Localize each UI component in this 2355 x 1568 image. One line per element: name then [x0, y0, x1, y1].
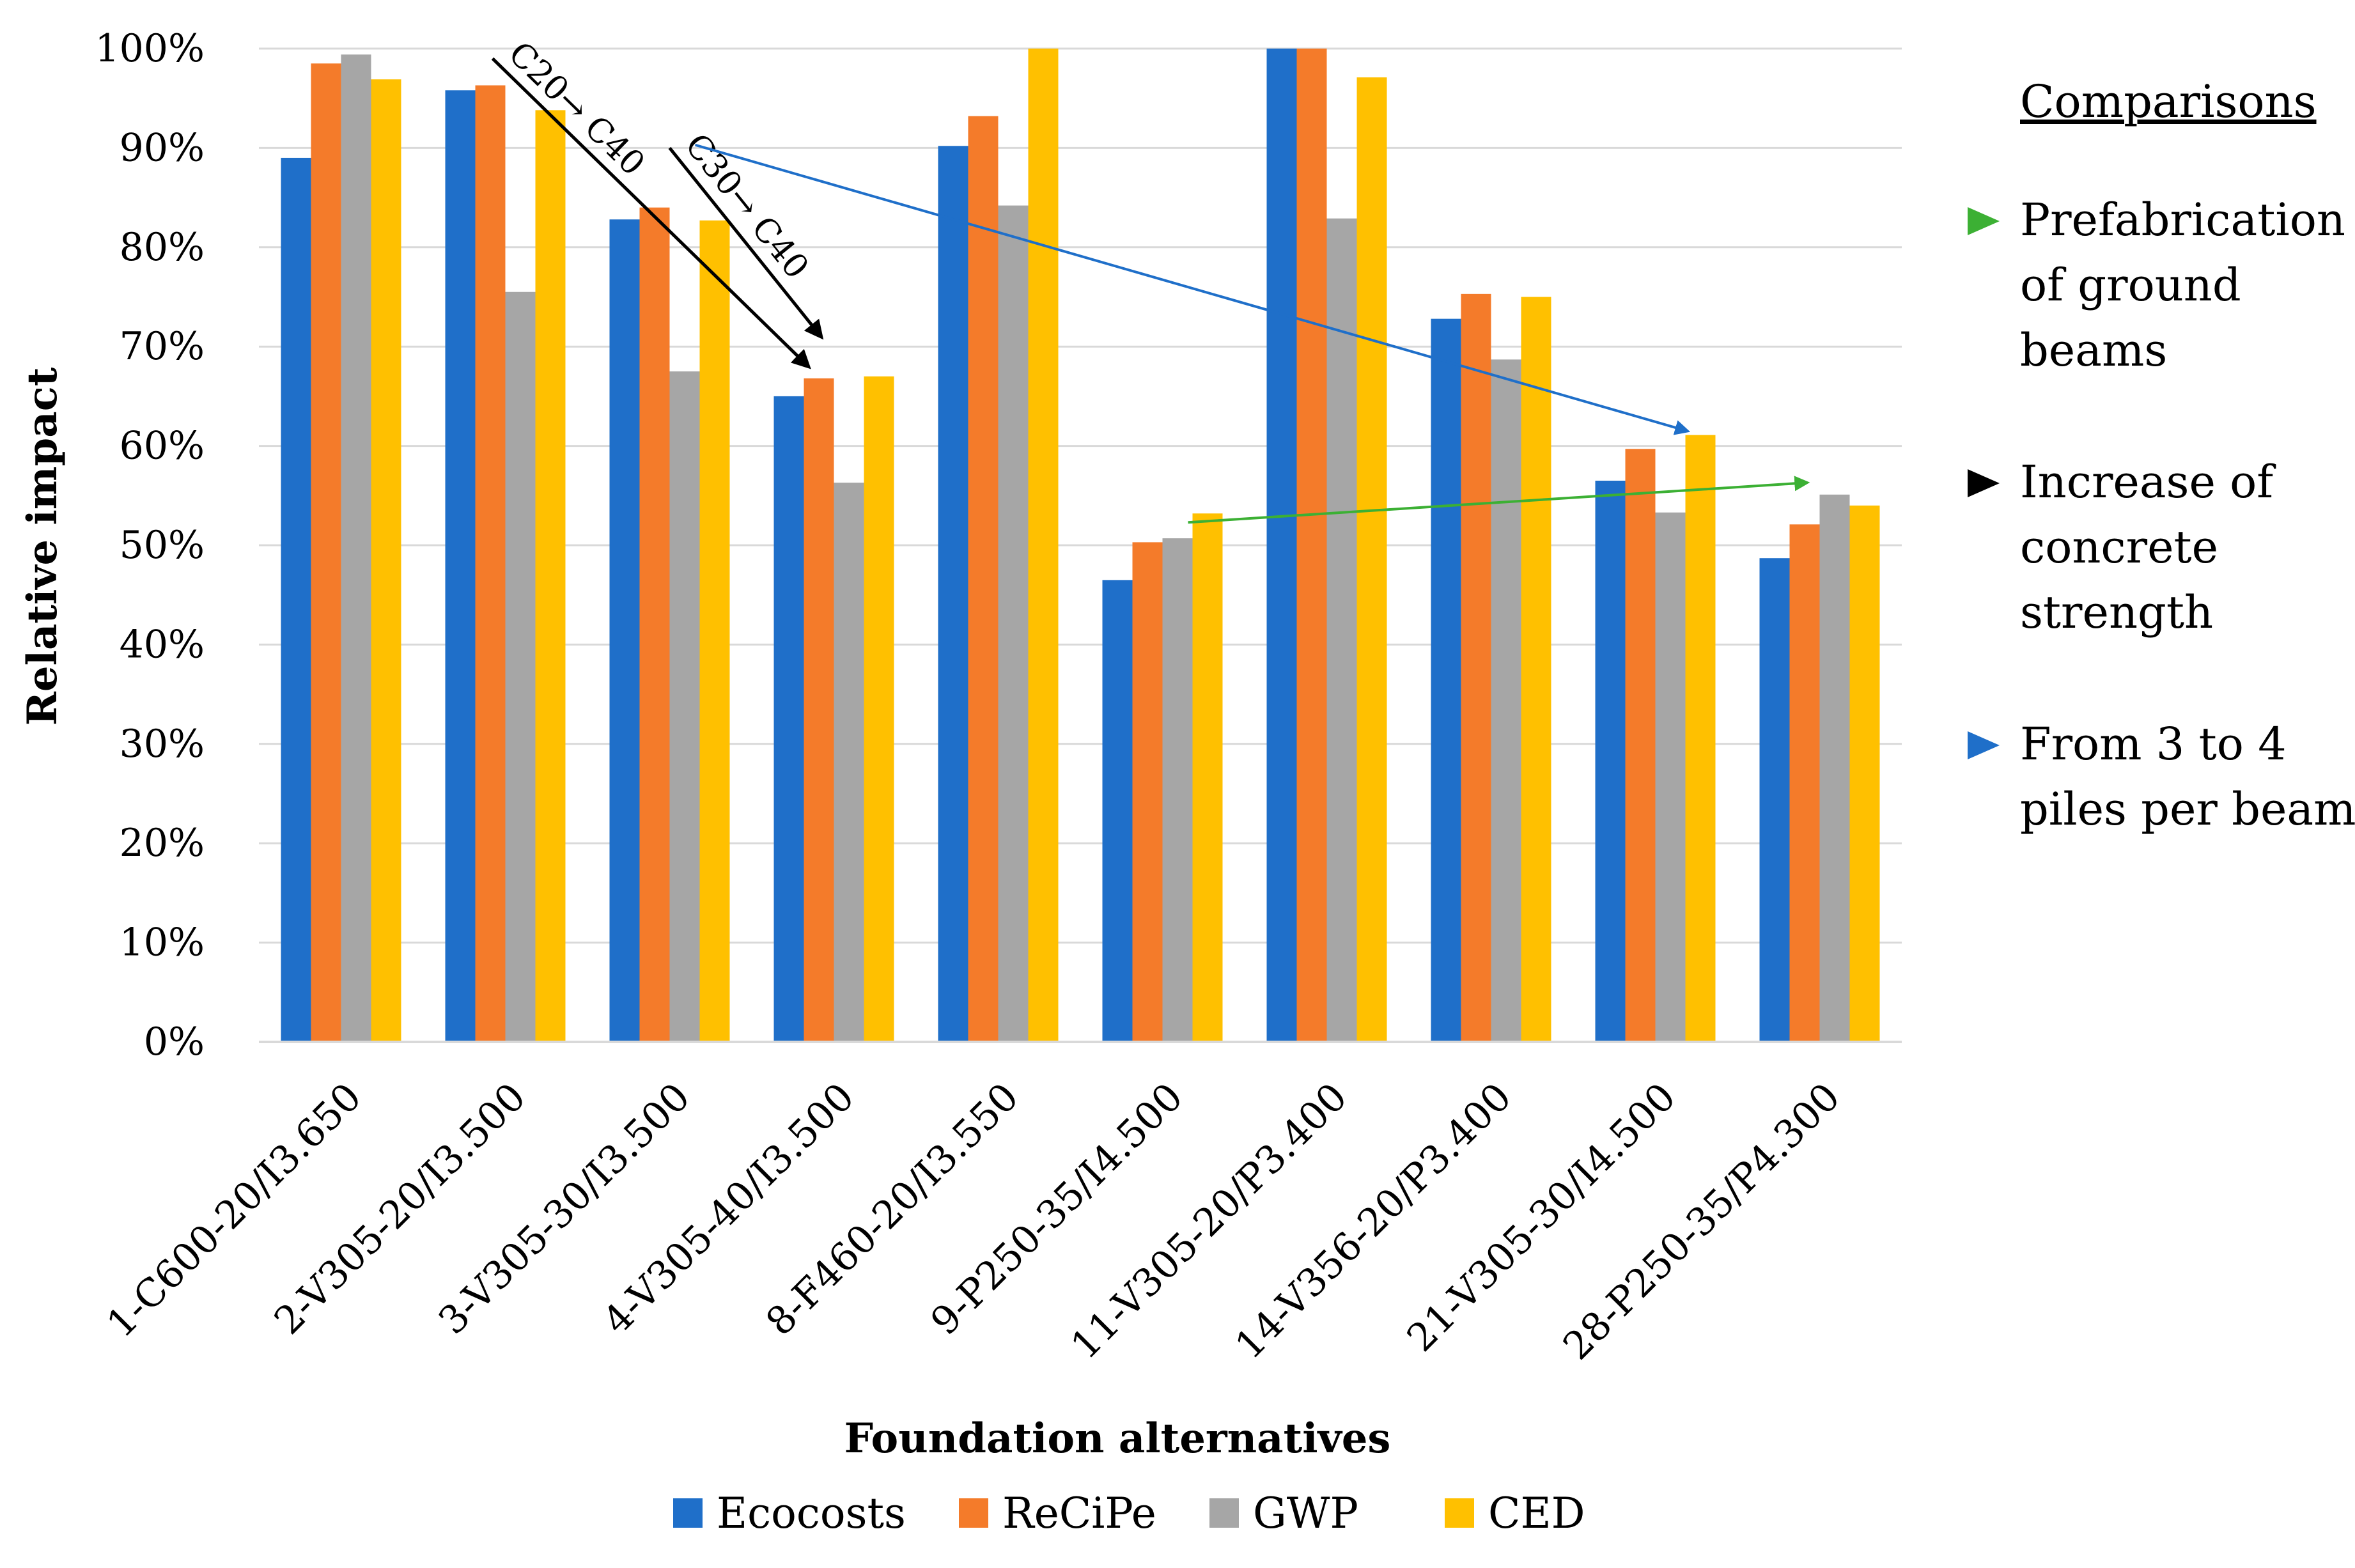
- bar-ced: [1849, 505, 1880, 1042]
- x-tick-label: 28-P250-35/P4.300: [1555, 1075, 1849, 1369]
- bar-recipe: [311, 63, 341, 1042]
- bar-ecocosts: [938, 146, 968, 1043]
- comparison-label-line: beams: [2020, 324, 2167, 376]
- comparison-arrow: [491, 57, 811, 369]
- legend-swatch: [1209, 1498, 1239, 1528]
- bar-ecocosts: [1266, 49, 1297, 1042]
- x-tick-label: 11-V305-20/P3.400: [1062, 1075, 1356, 1368]
- y-tick-label: 30%: [120, 722, 205, 766]
- bar-gwp: [834, 483, 864, 1042]
- bar-gwp: [1655, 512, 1686, 1042]
- bar-gwp: [1491, 359, 1521, 1042]
- bar-gwp: [1819, 494, 1850, 1042]
- y-tick-label: 0%: [144, 1020, 205, 1064]
- comparisons-title: Comparisons: [2020, 75, 2317, 128]
- bar-recipe: [475, 85, 506, 1042]
- legend-swatch: [1445, 1498, 1474, 1528]
- bar-gwp: [1326, 218, 1357, 1042]
- bars: [281, 49, 1880, 1043]
- bar-recipe: [1625, 449, 1656, 1042]
- legend-label: Ecocosts: [717, 1489, 906, 1538]
- comparison-arrow: [694, 143, 1691, 435]
- comparisons-panel: Comparisons Prefabrication of ground beams…: [1968, 75, 2355, 835]
- bar-ced: [1685, 435, 1716, 1042]
- x-tick-label: 14-V356-20/P3.400: [1227, 1075, 1520, 1368]
- comparison-arrow: [668, 146, 824, 340]
- bar-recipe: [804, 378, 834, 1042]
- bar-ced: [1028, 49, 1059, 1042]
- bar-recipe: [639, 207, 670, 1042]
- comparison-label-line: of ground: [2020, 259, 2241, 311]
- legend-label: ReCiPe: [1002, 1489, 1156, 1538]
- arrow-annotation-label: C20→ C40: [501, 35, 652, 183]
- y-tick-label: 60%: [120, 424, 205, 469]
- y-tick-label: 40%: [120, 622, 205, 667]
- bar-gwp: [341, 54, 371, 1043]
- bar-ced: [1521, 297, 1551, 1042]
- comparison-arrow: [1188, 476, 1810, 524]
- bar-ecocosts: [281, 157, 311, 1043]
- bar-ced: [535, 110, 566, 1042]
- bar-ecocosts: [609, 219, 640, 1043]
- y-tick-label: 80%: [120, 225, 205, 270]
- bar-ecocosts: [1595, 480, 1626, 1042]
- bar-ecocosts: [445, 90, 476, 1042]
- bar-ced: [1192, 513, 1223, 1042]
- bar-ecocosts: [773, 396, 804, 1042]
- bar-recipe: [1132, 542, 1163, 1042]
- x-tick-label: 21-V305-30/I4.500: [1399, 1075, 1684, 1360]
- bar-ecocosts: [1102, 580, 1133, 1042]
- bar-ced: [864, 376, 894, 1042]
- comparison-label-line: From 3 to 4: [2020, 718, 2287, 770]
- comparison-arrow-icon: [1968, 731, 2000, 759]
- bar-gwp: [998, 205, 1029, 1043]
- comparison-label-line: piles per beam: [2020, 783, 2355, 835]
- legend-label: GWP: [1253, 1489, 1358, 1538]
- x-axis-title: Foundation alternatives: [844, 1415, 1391, 1463]
- legend-swatch: [959, 1498, 988, 1528]
- y-tick-label: 20%: [120, 821, 205, 866]
- comparison-label-line: Prefabrication: [2020, 194, 2345, 246]
- y-tick-label: 70%: [120, 324, 205, 369]
- y-axis-title: Relative impact: [19, 367, 66, 726]
- comparison-arrow-icon: [1968, 207, 2000, 235]
- comparison-label-line: Increase of: [2020, 456, 2276, 508]
- bar-gwp: [505, 291, 536, 1043]
- y-tick-label: 90%: [120, 125, 205, 170]
- bar-recipe: [1461, 293, 1491, 1042]
- legend-label: CED: [1488, 1489, 1585, 1538]
- comparison-arrow-icon: [1968, 469, 2000, 497]
- y-tick-label: 50%: [120, 523, 205, 568]
- bar-ecocosts: [1759, 558, 1790, 1042]
- comparison-label-line: concrete: [2020, 521, 2218, 573]
- legend: Ecocosts ReCiPe GWP CED: [673, 1489, 1585, 1538]
- comparison-label-line: strength: [2020, 586, 2213, 639]
- bar-ced: [371, 79, 401, 1043]
- bar-ced: [699, 220, 730, 1042]
- bar-gwp: [669, 371, 700, 1042]
- bar-recipe: [1296, 49, 1327, 1042]
- bar-recipe: [1789, 524, 1820, 1042]
- bar-gwp: [1162, 538, 1193, 1042]
- bar-ecocosts: [1431, 318, 1461, 1042]
- bar-recipe: [968, 116, 999, 1042]
- y-tick-label: 10%: [120, 920, 205, 965]
- arrow-annotation-label: C30→ C40: [677, 127, 816, 286]
- bar-ced: [1356, 77, 1387, 1042]
- y-tick-label: 100%: [95, 26, 205, 71]
- legend-swatch: [673, 1498, 703, 1528]
